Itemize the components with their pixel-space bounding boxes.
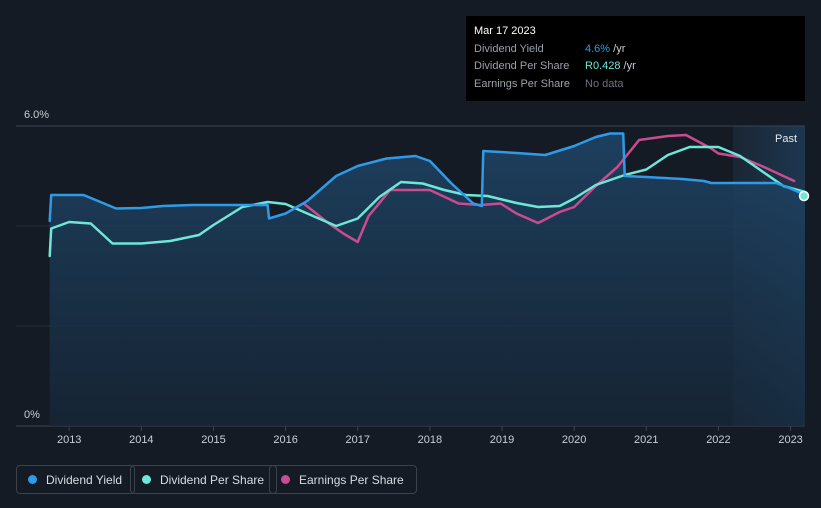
tooltip-value-dividend-per-share: R0.428 /yr	[585, 60, 636, 72]
x-tick-label: 2016	[273, 434, 297, 446]
legend-dot-icon	[142, 475, 151, 484]
tooltip: Mar 17 2023 Dividend Yield 4.6% /yr Divi…	[466, 16, 805, 101]
earnings-per-share-line	[302, 133, 796, 244]
legend-label: Earnings Per Share	[299, 472, 404, 487]
tooltip-label-dividend-per-share: Dividend Per Share	[474, 60, 570, 72]
tooltip-date: Mar 17 2023	[474, 25, 536, 37]
legend-dot-icon	[28, 475, 37, 484]
x-tick-label: 2018	[418, 434, 442, 446]
tooltip-value-dividend-yield: 4.6% /yr	[585, 43, 625, 55]
x-tick-label: 2019	[490, 434, 514, 446]
y-tick-label-bottom: 0%	[24, 409, 40, 421]
x-tick-label: 2013	[57, 434, 81, 446]
x-tick-label: 2023	[778, 434, 802, 446]
x-tick-label: 2017	[346, 434, 370, 446]
x-tick-label: 2022	[706, 434, 730, 446]
tooltip-unit: /yr	[610, 43, 626, 55]
x-tick-label: 2020	[562, 434, 586, 446]
tooltip-value-earnings-per-share: No data	[585, 78, 624, 90]
dividend-yield-area	[49, 133, 805, 426]
legend-dividend-yield[interactable]: Dividend Yield	[16, 465, 136, 494]
legend-dividend-per-share[interactable]: Dividend Per Share	[130, 465, 278, 494]
tooltip-unit: /yr	[620, 60, 636, 72]
tooltip-label-earnings-per-share: Earnings Per Share	[474, 78, 570, 90]
legend-label: Dividend Per Share	[160, 472, 265, 487]
hover-marker	[798, 190, 810, 202]
legend-earnings-per-share[interactable]: Earnings Per Share	[269, 465, 417, 494]
dividend-per-share-line	[48, 145, 807, 258]
tooltip-label-dividend-yield: Dividend Yield	[474, 43, 544, 55]
x-tick-label: 2015	[201, 434, 225, 446]
series-layer	[48, 132, 807, 426]
y-tick-label-top: 6.0%	[24, 109, 49, 121]
marker-layer	[798, 190, 810, 202]
x-axis: 2013 2014 2015 2016 2017 2018 2019 2020 2021 2022…	[57, 426, 803, 446]
tooltip-value: R0.428	[585, 60, 621, 72]
tooltip-value: 4.6%	[585, 43, 611, 55]
legend-dot-icon	[281, 475, 290, 484]
x-tick-label: 2021	[634, 434, 658, 446]
past-label: Past	[775, 133, 797, 145]
x-tick-label: 2014	[129, 434, 153, 446]
dividend-yield-line	[48, 132, 807, 223]
legend-label: Dividend Yield	[46, 472, 123, 487]
